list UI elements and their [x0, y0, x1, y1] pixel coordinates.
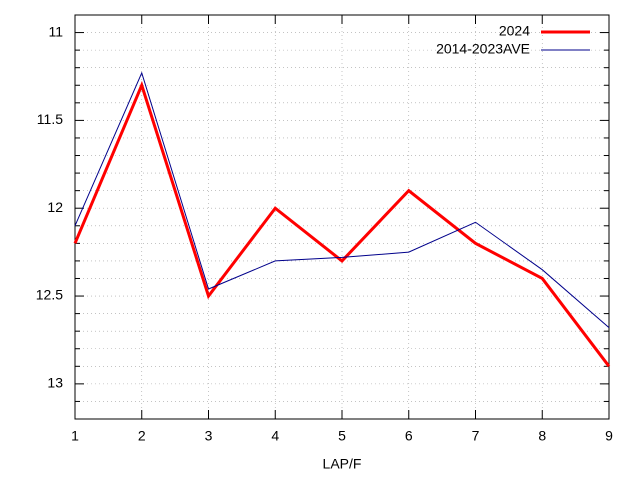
legend-label: 2024: [499, 23, 530, 39]
x-tick-label: 2: [138, 428, 146, 444]
legend-label: 2014-2023AVE: [436, 41, 530, 57]
x-tick-label: 1: [71, 428, 79, 444]
series-line: [73, 80, 611, 368]
x-tick-label: 7: [472, 428, 480, 444]
plot-frame: [74, 14, 610, 420]
y-tick-label: 12.5: [36, 287, 63, 303]
series-line: [74, 71, 610, 329]
y-tick-label: 13: [47, 375, 63, 391]
x-tick-label: 8: [538, 428, 546, 444]
x-tick-label: 4: [271, 428, 279, 444]
y-tick-label: 11.5: [37, 111, 63, 127]
x-tick-label: 3: [205, 428, 213, 444]
x-tick-label: 6: [405, 428, 413, 444]
x-axis-label: LAP/F: [323, 456, 362, 472]
x-tick-label: 5: [338, 428, 346, 444]
y-tick-label: 11: [48, 23, 63, 39]
y-tick-label: 12: [47, 199, 63, 215]
x-tick-label: 9: [605, 428, 613, 444]
